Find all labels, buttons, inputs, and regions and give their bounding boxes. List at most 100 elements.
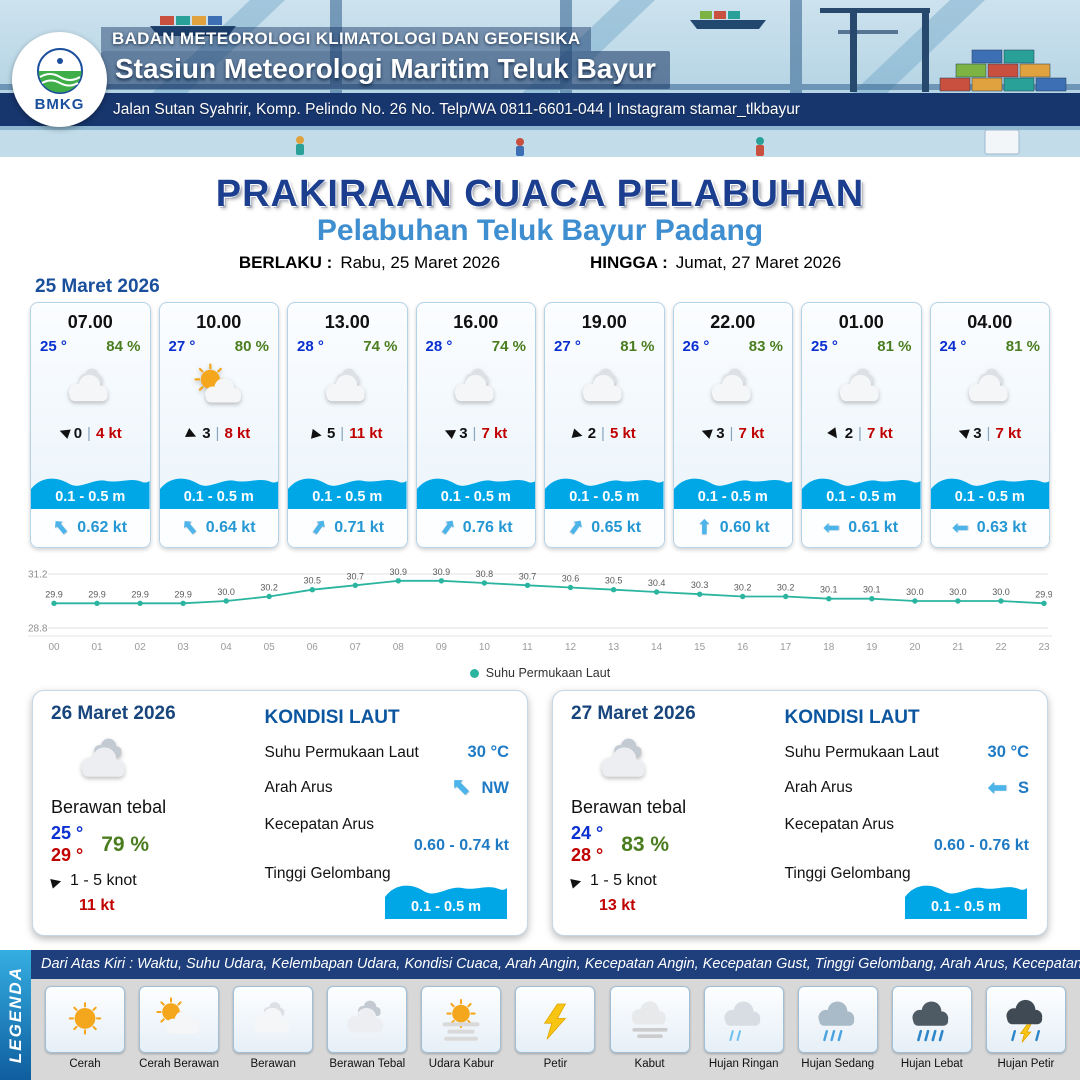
current-speed-value: 0.60 - 0.74 kt (413, 837, 509, 854)
current-row: ⬆ 0.64 kt (159, 509, 278, 547)
svg-text:15: 15 (694, 642, 706, 653)
wind-direction-icon: ▶ (56, 424, 71, 442)
forecast-time: 22.00 (710, 312, 756, 332)
station-name: Stasiun Meteorologi Maritim Teluk Bayur (101, 51, 670, 89)
daily-date: 26 Maret 2026 (51, 703, 176, 724)
legend-item: Cerah Berawan (139, 986, 220, 1080)
legend-note: Dari Atas Kiri : Waktu, Suhu Udara, Kele… (31, 950, 1080, 979)
weather-legend-icon (150, 996, 208, 1044)
forecast-time: 16.00 (453, 312, 499, 332)
wind-speed: 0 (73, 424, 83, 442)
svg-text:30.0: 30.0 (217, 587, 235, 597)
current-speed-label: Kecepatan Arus (784, 816, 894, 833)
temp-max: 28 ° (571, 844, 604, 865)
daily-weather-panel: 26 Maret 2026 Berawan tebal 25 ° 29 ° 79… (49, 703, 253, 923)
air-temperature: 25 ° (40, 338, 67, 355)
svg-text:30.7: 30.7 (519, 571, 537, 581)
wave-icon (159, 469, 278, 509)
sea-conditions-panel: KONDISI LAUT Suhu Permukaan Laut 30 °C A… (253, 703, 509, 923)
svg-text:23: 23 (1038, 642, 1050, 653)
legend-label: Udara Kabur (428, 1058, 494, 1070)
weather-icon (585, 733, 773, 791)
svg-text:01: 01 (91, 642, 103, 653)
wave-icon (802, 469, 921, 509)
wind-speed: 3 (973, 424, 982, 442)
current-speed-value: 0.60 - 0.76 kt (933, 837, 1029, 854)
temp-min: 25 ° (51, 823, 84, 843)
current-row: ⬆ 0.61 kt (802, 509, 921, 547)
humidity: 74 % (363, 338, 398, 355)
svg-text:28.8: 28.8 (28, 624, 48, 635)
weather-icon (160, 357, 279, 419)
wind-direction-icon: ▶ (698, 424, 714, 442)
humidity: 83 % (748, 338, 783, 355)
valid-from: BERLAKU : Rabu, 25 Maret 2026 (239, 253, 500, 273)
wave-height-band: 0.1 - 0.5 m (545, 469, 664, 509)
legend-item: Hujan Ringan (703, 986, 784, 1080)
wave-icon (288, 469, 407, 509)
current-direction-icon: ⬆ (695, 517, 713, 539)
legend-icon-box (233, 986, 314, 1053)
wave-height-value: 0.1 - 0.5 m (183, 489, 254, 505)
humidity: 81 % (1005, 338, 1040, 355)
current-speed: 0.63 kt (976, 519, 1027, 536)
weather-legend-icon (715, 996, 773, 1044)
forecast-cards-row: 07.00 25 ° 84 % ▶ 0 | 4 kt 0.1 - 0.5 m ⬆… (30, 302, 1050, 548)
svg-text:05: 05 (264, 642, 276, 653)
wave-icon (416, 469, 535, 509)
weather-legend-icon (621, 996, 679, 1044)
temp-humidity-row: 27 ° 81 % (545, 333, 664, 355)
forecast-card: 13.00 28 ° 74 % ▶ 5 | 11 kt 0.1 - 0.5 m … (287, 302, 408, 548)
wind-speed: 3 (459, 424, 468, 442)
weather-icon (545, 357, 664, 419)
forecast-card: 22.00 26 ° 83 % ▶ 3 | 7 kt 0.1 - 0.5 m ⬆… (672, 302, 793, 548)
svg-text:06: 06 (307, 642, 319, 653)
gust-speed: 7 kt (995, 424, 1022, 442)
svg-text:30.4: 30.4 (648, 578, 666, 588)
svg-text:12: 12 (565, 642, 577, 653)
separator: | (729, 424, 734, 442)
current-row: ⬆ 0.65 kt (545, 509, 664, 547)
wind-row: ▶ 2 | 5 kt (545, 422, 664, 444)
legend-item: Berawan (233, 986, 314, 1080)
air-temperature: 25 ° (811, 338, 838, 355)
legend-item: Udara Kabur (421, 986, 502, 1080)
sst-value: 30 °C (467, 743, 509, 761)
forecast-time: 07.00 (67, 312, 113, 332)
gust-speed: 11 kt (79, 897, 115, 915)
legend-label: Hujan Sedang (801, 1058, 875, 1070)
svg-text:29.9: 29.9 (1035, 589, 1052, 599)
legend-icon-box (139, 986, 220, 1053)
legend-icon-box (797, 986, 878, 1053)
separator: | (601, 424, 605, 442)
svg-text:30.1: 30.1 (820, 585, 838, 595)
wind-direction-icon: ▶ (955, 424, 971, 442)
svg-text:07: 07 (350, 642, 362, 653)
air-temperature: 26 ° (682, 338, 710, 355)
weather-condition: Berawan tebal (51, 797, 167, 817)
legend-label: Hujan Ringan (708, 1058, 779, 1070)
gust-speed: 7 kt (866, 424, 893, 442)
wind-speed: 3 (716, 424, 725, 442)
legend-item: Petir (515, 986, 596, 1080)
temp-humidity-row: 26 ° 83 % (674, 333, 793, 355)
wave-height-band: 0.1 - 0.5 m (288, 469, 407, 509)
agency-name: BADAN METEOROLOGI KLIMATOLOGI DAN GEOFIS… (101, 27, 592, 51)
current-speed: 0.64 kt (205, 519, 256, 536)
daily-weather-panel: 27 Maret 2026 Berawan tebal 24 ° 28 ° 83… (569, 703, 773, 923)
sea-conditions-title: KONDISI LAUT (264, 707, 400, 728)
gust-speed: 13 kt (599, 897, 636, 915)
chart-legend-label: Suhu Permukaan Laut (485, 666, 611, 680)
svg-text:00: 00 (48, 642, 60, 653)
air-temperature: 27 ° (168, 338, 196, 355)
wind-speed: 5 (326, 424, 336, 442)
legend-icon-box (327, 986, 408, 1053)
wind-row: ▶ 3 | 7 kt (674, 422, 793, 444)
wave-height-value: 0.1 - 0.5 m (697, 489, 768, 505)
svg-text:30.5: 30.5 (304, 576, 322, 586)
svg-text:10: 10 (479, 642, 491, 653)
valid-until-value: Jumat, 27 Maret 2026 (675, 253, 842, 272)
wind-direction-icon: ▶ (570, 424, 585, 442)
forecast-time: 04.00 (967, 312, 1013, 332)
wind-row: ▶ 3 | 7 kt (417, 422, 536, 444)
